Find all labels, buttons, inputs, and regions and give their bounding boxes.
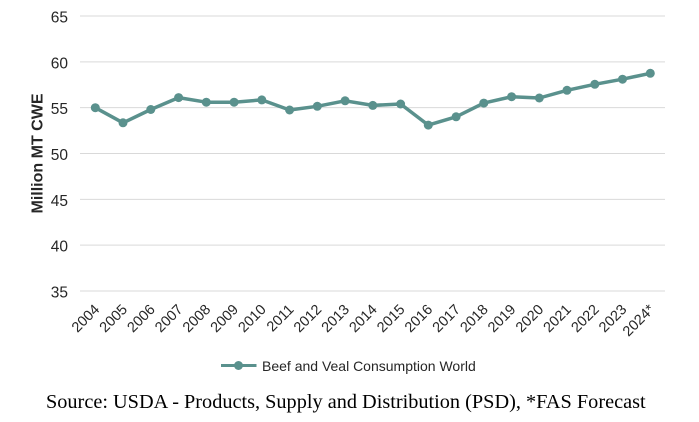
svg-text:60: 60 xyxy=(51,55,69,72)
svg-text:Source: USDA - Products, Suppl: Source: USDA - Products, Supply and Dist… xyxy=(46,391,646,413)
svg-text:Million MT CWE: Million MT CWE xyxy=(30,93,47,213)
svg-text:50: 50 xyxy=(51,147,69,164)
svg-text:55: 55 xyxy=(51,101,68,118)
svg-text:65: 65 xyxy=(51,10,68,27)
svg-text:40: 40 xyxy=(51,239,69,256)
svg-text:35: 35 xyxy=(51,285,68,302)
svg-text:Beef and Veal Consumption Worl: Beef and Veal Consumption World xyxy=(262,358,476,374)
svg-text:45: 45 xyxy=(51,193,68,210)
